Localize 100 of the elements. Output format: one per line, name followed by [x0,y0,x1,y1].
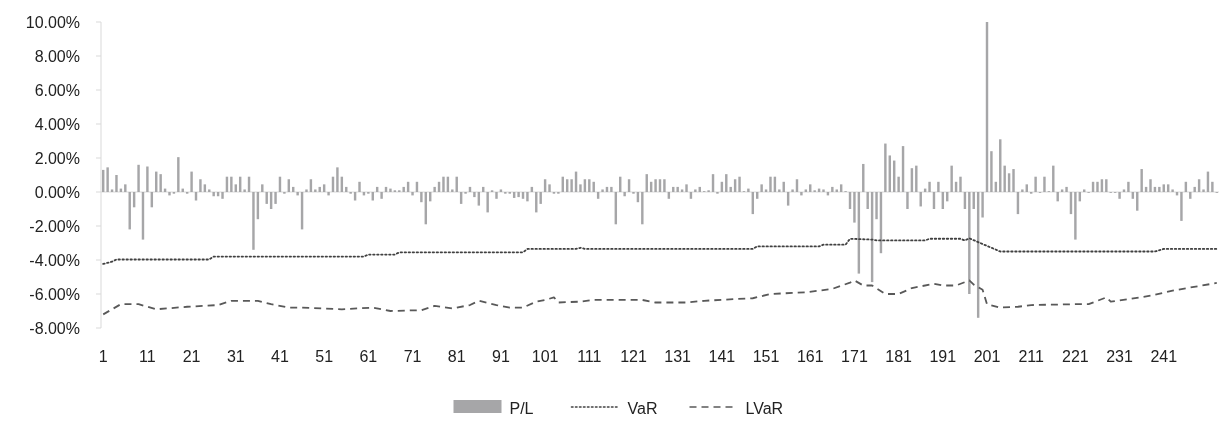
bar [685,184,688,192]
bar [221,192,224,199]
bar [610,186,613,192]
bar [694,189,697,192]
bar [1021,189,1024,192]
bar [800,192,803,196]
bar [760,184,763,192]
bar [588,179,591,192]
bar [654,179,657,192]
bar [265,192,268,204]
bar [230,176,233,192]
bar [1096,181,1099,192]
bar [1105,179,1108,192]
bar [274,192,277,204]
bar [212,192,215,197]
bar [663,179,666,192]
y-tick-label: 10.00% [25,13,80,31]
bar [623,192,626,197]
bar [314,189,317,192]
bar [168,192,171,196]
bar [897,176,900,192]
bar [1043,176,1046,192]
bar [146,166,149,192]
x-tick-label: 81 [447,348,466,365]
bar [1202,189,1205,192]
x-tick-label: 21 [182,348,201,365]
x-tick-label: 211 [1018,348,1045,365]
bar [950,165,953,192]
bar [1065,186,1068,192]
x-tick-label: 181 [885,348,913,365]
bar [738,176,741,192]
y-tick-label: 4.00% [34,115,80,133]
bar [190,171,193,192]
bar [1056,192,1059,202]
x-tick-label: 101 [531,348,559,365]
x-tick-label: 11 [139,348,156,365]
bar [915,165,918,192]
bar [764,189,768,192]
x-tick-label: 1 [98,348,108,365]
legend-label: P/L [509,399,534,417]
bar [420,192,423,203]
bar [676,186,679,192]
bar [804,189,808,192]
bar [1158,186,1161,192]
bar [1083,189,1086,192]
bar [548,184,551,192]
bar [981,192,984,218]
bar [853,192,856,223]
bar [208,189,211,192]
bar [822,189,825,192]
bar [1149,179,1152,192]
bar [1180,192,1183,221]
bar [1003,165,1006,192]
bar [124,184,127,192]
bar [601,189,604,192]
bar [959,176,962,192]
bar [380,192,383,199]
x-tick-label: 131 [664,348,692,365]
bar [159,174,162,192]
x-tick-label: 141 [708,348,736,365]
bar [729,186,732,192]
bar [539,192,542,204]
bar [884,143,887,192]
x-tick-label: 71 [403,348,422,365]
y-tick-label: -2.00% [29,217,80,235]
x-tick-label: 241 [1150,348,1178,365]
legend-label: VaR [627,399,658,417]
x-tick-label: 171 [841,348,868,365]
bar [389,188,392,192]
bar [486,192,489,213]
y-tick-label: -4.00% [29,251,80,269]
bar [261,184,264,192]
bar [402,186,405,192]
bar [358,181,361,192]
bar [305,189,308,192]
bar [110,189,114,192]
bar [243,189,246,192]
bar [451,189,454,192]
bar [106,167,109,192]
x-tick-label: 91 [492,348,510,365]
bar [296,192,299,196]
y-tick-label: -6.00% [29,285,80,303]
bar [177,157,180,192]
bar [937,181,940,192]
bar [990,151,993,192]
bar [411,192,414,196]
bar [1171,189,1174,192]
x-tick-label: 161 [796,348,824,365]
bar [928,181,931,192]
x-tick-label: 191 [929,348,957,365]
bar [641,192,644,225]
bar [1193,186,1196,192]
bar [1211,181,1214,192]
bar [442,176,445,192]
bar [791,189,794,192]
bar [336,167,339,192]
bar [526,192,529,202]
bar [1074,192,1077,240]
y-tick-label: 8.00% [34,47,80,65]
bar [875,192,878,220]
